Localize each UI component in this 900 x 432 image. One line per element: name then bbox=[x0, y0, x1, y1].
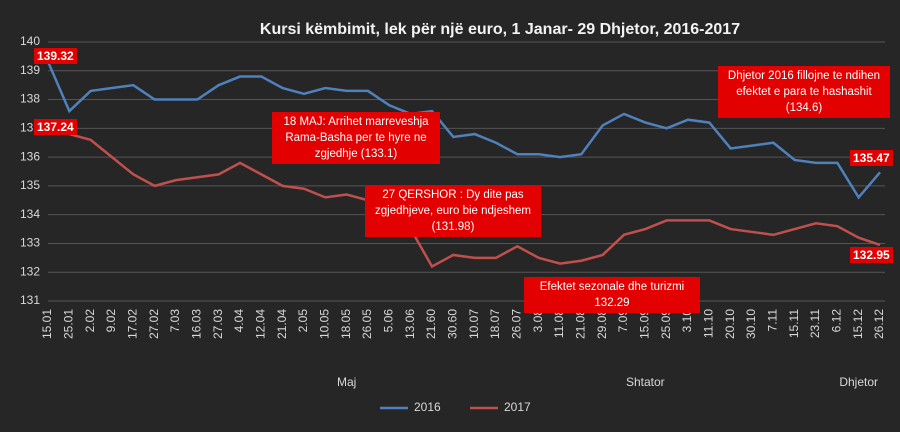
x-tick-label: 15.09 bbox=[638, 309, 652, 339]
x-tick-label: 30.10 bbox=[744, 309, 758, 339]
x-tick-label: 15.11 bbox=[787, 309, 801, 338]
data-label: 135.47 bbox=[850, 150, 893, 167]
annotation: Dhjetor 2016 fillojne te ndihen efektet … bbox=[718, 66, 890, 118]
x-tick-label: 29.08 bbox=[595, 309, 609, 339]
x-tick-label: 21.60 bbox=[424, 309, 438, 339]
x-tick-label: 26.05 bbox=[360, 309, 374, 339]
data-label: 132.95 bbox=[850, 246, 893, 263]
annotation: 27 QERSHOR : Dy dite pas zgjedhjeve, eur… bbox=[365, 185, 541, 237]
x-tick-label: 3.10 bbox=[680, 309, 694, 333]
x-tick-label: 7.11 bbox=[766, 309, 780, 332]
x-tick-label: 12.04 bbox=[254, 309, 268, 339]
x-tick-label: 11.08 bbox=[552, 309, 566, 338]
legend-label: 2017 bbox=[504, 400, 531, 414]
x-tick-label: 26.07 bbox=[510, 309, 524, 339]
y-tick-label: 135 bbox=[20, 178, 40, 192]
x-tick-label: 20.10 bbox=[723, 309, 737, 339]
x-tick-label: 21.08 bbox=[574, 309, 588, 339]
x-tick-label: 17.02 bbox=[126, 309, 140, 339]
legend-label: 2016 bbox=[414, 400, 441, 414]
x-tick-label: 27.02 bbox=[147, 309, 161, 339]
x-tick-label: 4.04 bbox=[232, 309, 246, 333]
x-tick-label: 23.11 bbox=[808, 309, 822, 338]
y-tick-label: 133 bbox=[20, 236, 40, 250]
x-tick-label: 27.03 bbox=[211, 309, 225, 339]
x-tick-label: 11.10 bbox=[702, 309, 716, 338]
month-label: Shtator bbox=[626, 375, 665, 389]
x-tick-label: 25.01 bbox=[62, 309, 76, 339]
x-tick-label: 21.04 bbox=[275, 309, 289, 339]
x-tick-label: 25.09 bbox=[659, 309, 673, 339]
x-tick-label: 7.09 bbox=[616, 309, 630, 333]
x-tick-label: 9.02 bbox=[104, 309, 118, 333]
x-tick-label: 18.05 bbox=[339, 309, 353, 339]
month-label: Maj bbox=[337, 375, 356, 389]
annotation: Efektet sezonale dhe turizmi 132.29 bbox=[524, 277, 700, 313]
annotation: 18 MAJ: Arrihet marreveshja Rama-Basha p… bbox=[272, 112, 440, 164]
x-tick-label: 13.06 bbox=[403, 309, 417, 339]
x-tick-label: 18.07 bbox=[488, 309, 502, 339]
x-tick-label: 30.60 bbox=[446, 309, 460, 339]
x-tick-label: 16.03 bbox=[190, 309, 204, 339]
y-tick-label: 140 bbox=[20, 34, 40, 48]
x-tick-label: 5.06 bbox=[382, 309, 396, 333]
x-tick-label: 15.01 bbox=[40, 309, 54, 339]
data-label: 137.24 bbox=[34, 119, 77, 136]
x-tick-label: 15.12 bbox=[851, 309, 865, 339]
series-line bbox=[46, 61, 881, 200]
x-tick-label: 10.07 bbox=[467, 309, 481, 339]
y-tick-label: 139 bbox=[20, 63, 40, 77]
series-line bbox=[47, 120, 881, 269]
x-tick-label: 6.12 bbox=[830, 309, 844, 333]
x-tick-label: 2.05 bbox=[296, 309, 310, 333]
y-tick-label: 134 bbox=[20, 207, 40, 221]
chart-title: Kursi këmbimit, lek për një euro, 1 Jana… bbox=[260, 21, 740, 38]
x-tick-label: 26.12 bbox=[872, 309, 886, 339]
data-label: 139.32 bbox=[34, 47, 77, 64]
x-tick-label: 10.05 bbox=[318, 309, 332, 339]
month-label: Dhjetor bbox=[839, 375, 878, 389]
y-tick-label: 131 bbox=[20, 293, 40, 307]
y-tick-label: 136 bbox=[20, 149, 40, 163]
y-tick-label: 138 bbox=[20, 92, 40, 106]
x-tick-label: 2.02 bbox=[83, 309, 97, 333]
y-tick-label: 132 bbox=[20, 264, 40, 278]
x-tick-label: 3.08 bbox=[531, 309, 545, 333]
x-tick-label: 7.03 bbox=[168, 309, 182, 333]
